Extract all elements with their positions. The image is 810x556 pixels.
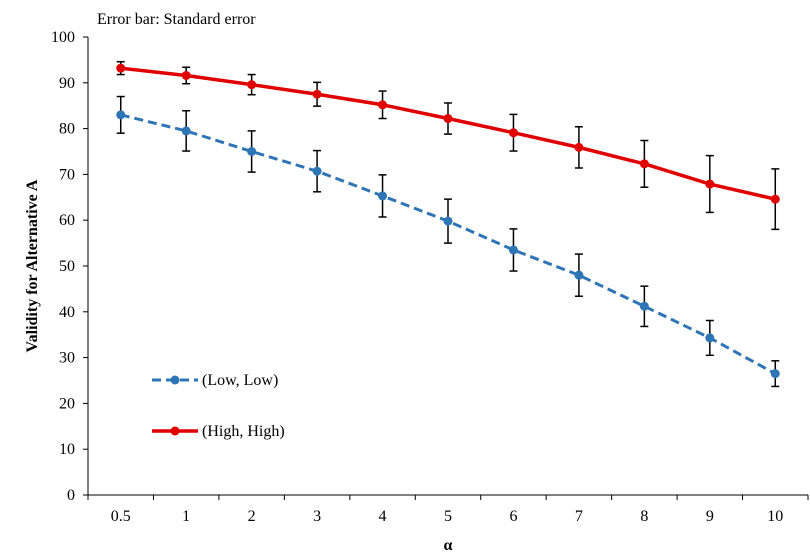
- x-tick-label: 5: [444, 508, 452, 525]
- data-point: [181, 70, 191, 80]
- data-point: [443, 216, 453, 226]
- legend-item-0: (Low, Low): [152, 372, 278, 389]
- y-tick-label: 80: [59, 121, 75, 138]
- y-tick-label: 30: [59, 350, 75, 367]
- x-tick-label: 0.5: [111, 508, 131, 525]
- x-tick-label: 7: [575, 508, 583, 525]
- x-tick-label: 3: [313, 508, 321, 525]
- data-point: [247, 147, 257, 156]
- legend-item-1: (High, High): [152, 423, 285, 440]
- x-axis-title: α: [444, 537, 453, 554]
- data-point: [508, 128, 518, 138]
- y-tick-label: 90: [59, 75, 75, 92]
- legend-swatch-marker: [170, 375, 180, 385]
- x-axis-ticks: 0.5 1 2 3 4 5 6 7 8 9 10: [87, 495, 809, 525]
- legend: (Low, Low) (High, High): [152, 372, 285, 440]
- y-tick-label: 10: [59, 441, 75, 458]
- data-point: [574, 270, 584, 280]
- data-point: [639, 159, 649, 169]
- y-axis-ticks: 0 10 20 30 40 50 60 70 80 90 100: [51, 29, 88, 504]
- data-point: [705, 333, 715, 343]
- data-point: [770, 194, 780, 204]
- y-axis-title: Validity for Alternative A: [24, 179, 41, 352]
- data-point: [508, 245, 518, 255]
- y-tick-label: 40: [59, 304, 75, 321]
- data-point: [378, 191, 388, 201]
- x-tick-label: 4: [379, 508, 387, 525]
- x-tick-label: 8: [640, 508, 648, 525]
- series-line: [120, 113, 776, 375]
- x-tick-label: 10: [767, 508, 783, 525]
- y-tick-label: 60: [59, 212, 75, 229]
- series-0: [116, 95, 780, 388]
- series-1: [116, 60, 780, 231]
- data-point: [574, 142, 584, 152]
- legend-swatch-marker: [170, 426, 180, 436]
- data-point: [770, 369, 780, 379]
- data-point: [639, 301, 649, 311]
- data-point: [181, 126, 191, 136]
- x-tick-label: 1: [182, 508, 190, 525]
- x-tick-label: 6: [509, 508, 517, 525]
- y-tick-label: 100: [51, 29, 75, 46]
- data-point: [705, 179, 715, 189]
- series-layer: [116, 60, 780, 388]
- y-tick-label: 70: [59, 166, 75, 183]
- y-tick-label: 0: [67, 487, 75, 504]
- data-point: [312, 166, 322, 176]
- data-point: [378, 100, 388, 110]
- data-point: [116, 110, 126, 120]
- legend-label: (High, High): [202, 423, 285, 440]
- data-point: [312, 89, 322, 99]
- x-tick-label: 2: [248, 508, 256, 525]
- legend-label: (Low, Low): [202, 372, 278, 389]
- data-point: [116, 63, 126, 73]
- y-tick-label: 50: [59, 258, 75, 275]
- data-point: [443, 114, 453, 124]
- x-tick-label: 9: [706, 508, 714, 525]
- data-point: [247, 80, 257, 90]
- error-bar-note: Error bar: Standard error: [97, 11, 256, 28]
- y-tick-label: 20: [59, 395, 75, 412]
